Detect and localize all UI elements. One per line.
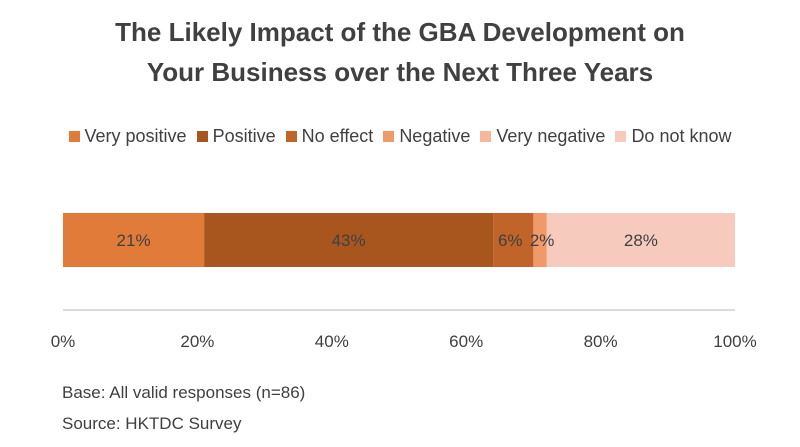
data-label: 6% xyxy=(498,231,523,250)
legend-swatch xyxy=(196,131,208,142)
legend-label: No effect xyxy=(301,126,374,146)
chart-legend: Very positive Positive No effect Negative Ve… xyxy=(0,126,800,147)
x-tick-label: 40% xyxy=(315,332,349,351)
data-label: 21% xyxy=(117,231,151,250)
x-tick-label: 0% xyxy=(51,332,76,351)
legend-swatch xyxy=(480,131,492,142)
legend-swatch xyxy=(383,131,395,142)
legend-item: Negative xyxy=(383,126,470,147)
data-label: 28% xyxy=(624,231,658,250)
legend-swatch xyxy=(285,131,297,142)
x-tick-label: 80% xyxy=(584,332,618,351)
legend-swatch xyxy=(615,131,627,142)
legend-swatch xyxy=(68,131,80,142)
legend-item: No effect xyxy=(285,126,374,147)
data-label: 43% xyxy=(332,231,366,250)
bar-segment xyxy=(204,213,494,267)
bar-segment xyxy=(533,213,547,267)
data-label: 2% xyxy=(530,231,555,250)
legend-label: Negative xyxy=(399,126,471,146)
source-footnote: Source: HKTDC Survey xyxy=(62,414,242,433)
legend-item: Positive xyxy=(196,126,276,147)
legend-item: Do not know xyxy=(615,126,732,147)
chart-title-line-1: The Likely Impact of the GBA Development… xyxy=(115,17,685,47)
x-tick-label: 20% xyxy=(180,332,214,351)
legend-item: Very negative xyxy=(480,126,605,147)
legend-label: Positive xyxy=(212,126,276,146)
legend-label: Very positive xyxy=(84,126,187,146)
legend-label: Do not know xyxy=(631,126,732,146)
chart-title: The Likely Impact of the GBA Development… xyxy=(0,12,800,92)
x-tick-label: 60% xyxy=(449,332,483,351)
bar-segment xyxy=(493,213,534,267)
bar-segment xyxy=(546,213,735,267)
bar-segment xyxy=(63,213,205,267)
legend-item: Very positive xyxy=(68,126,187,147)
x-tick-label: 100% xyxy=(713,332,756,351)
base-footnote: Base: All valid responses (n=86) xyxy=(62,383,306,402)
legend-label: Very negative xyxy=(496,126,606,146)
chart-title-line-2: Your Business over the Next Three Years xyxy=(146,57,654,87)
